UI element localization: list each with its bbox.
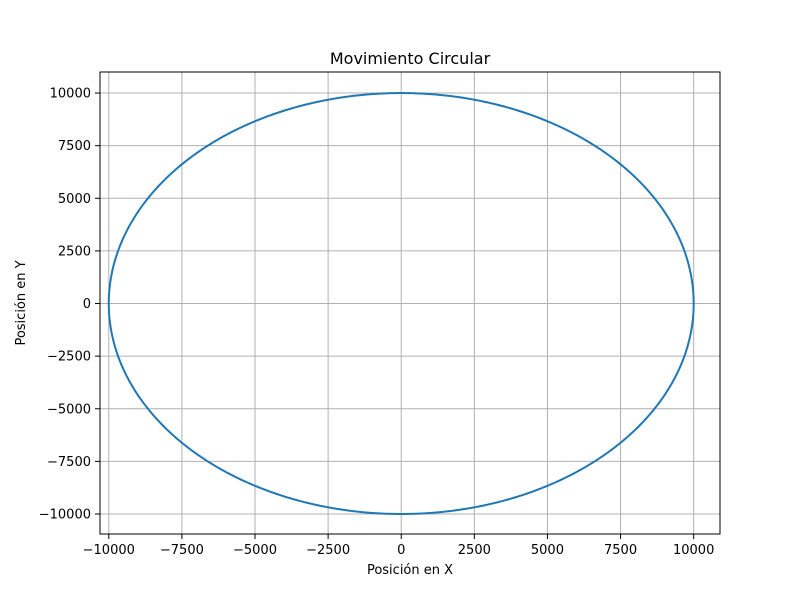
y-tick-label: −10000: [39, 508, 91, 523]
x-tick-label: 10000: [673, 543, 714, 558]
x-tick-label: 0: [397, 543, 405, 558]
x-tick-label: 5000: [531, 543, 564, 558]
x-axis-ticks: −10000 −7500 −5000 −2500 0 2500 5000 7500 10000: [83, 534, 714, 558]
x-tick-label: −10000: [83, 543, 135, 558]
x-tick-label: 7500: [604, 543, 637, 558]
x-tick-label: 2500: [458, 543, 491, 558]
chart-title: Movimiento Circular: [330, 49, 491, 68]
y-tick-label: 10000: [50, 87, 91, 102]
y-tick-label: 7500: [58, 139, 91, 154]
x-tick-label: −7500: [160, 543, 204, 558]
axes-frame: [99, 71, 721, 535]
series-circle-line: [107, 92, 695, 515]
x-axis-label: Posición en X: [367, 563, 453, 578]
y-tick-label: −2500: [47, 350, 91, 365]
x-tick-label: −5000: [233, 543, 277, 558]
y-tick-label: −7500: [47, 455, 91, 470]
y-axis-ticks: −10000 −7500 −5000 −2500 0 2500 5000 7500 10000: [39, 87, 100, 523]
x-tick-label: −2500: [306, 543, 350, 558]
y-tick-label: 0: [83, 297, 91, 312]
series-layer: [107, 92, 695, 515]
y-tick-label: 2500: [58, 244, 91, 259]
y-axis-label: Posición en Y: [14, 260, 29, 345]
plot-area: [100, 72, 720, 534]
y-tick-label: −5000: [47, 402, 91, 417]
y-tick-label: 5000: [58, 192, 91, 207]
